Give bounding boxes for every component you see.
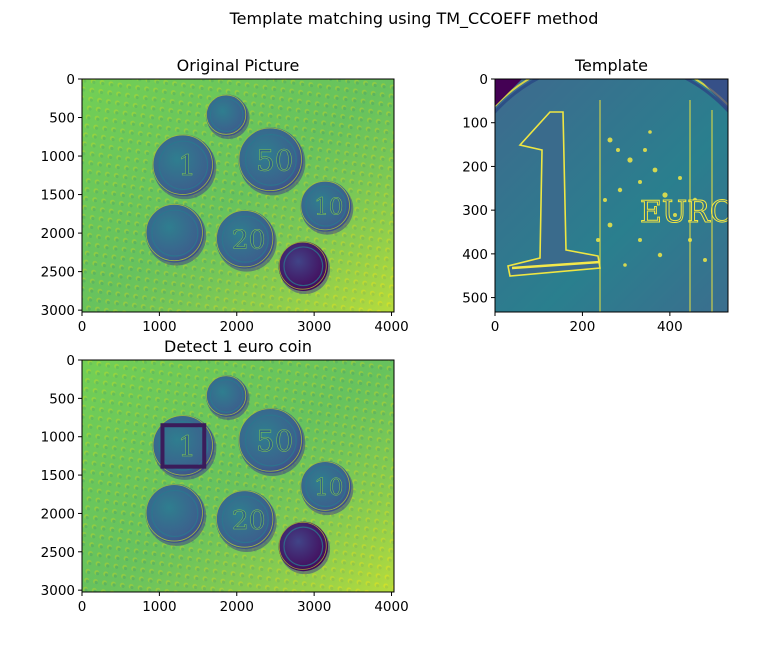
coin-label: 50 (256, 143, 293, 177)
axes-title: Template (574, 56, 648, 75)
axes-template: Template EURO (462, 56, 734, 335)
coin (205, 94, 250, 140)
coin: 50 (238, 408, 306, 477)
coin: 10 (300, 461, 354, 516)
x-tick-label: 4000 (374, 599, 408, 615)
coin (205, 375, 250, 420)
x-tick-label: 2000 (220, 319, 254, 335)
y-tick-label: 200 (462, 159, 488, 175)
svg-text:EURO: EURO (640, 195, 734, 230)
x-tick-label: 2000 (220, 599, 254, 615)
coin (145, 203, 207, 266)
x-tick-label: 1000 (142, 319, 176, 335)
axes-title: Original Picture (177, 56, 300, 75)
image-template: EURO (495, 79, 734, 312)
y-tick-label: 2000 (41, 226, 75, 242)
y-tick-label: 500 (49, 111, 75, 127)
coin-label: 1 (178, 430, 196, 463)
y-tick-label: 2500 (41, 265, 75, 281)
y-tick-label: 400 (462, 247, 488, 263)
y-tick-label: 0 (66, 353, 75, 369)
coin-label: 1 (178, 149, 196, 182)
x-tick-label: 1000 (142, 599, 176, 615)
y-tick-label: 0 (66, 72, 75, 88)
coin (278, 241, 331, 294)
figure-title: Template matching using TM_CCOEFF method (229, 9, 599, 29)
y-tick-label: 2000 (41, 506, 75, 522)
coin: 50 (238, 127, 306, 196)
coin-label: 10 (314, 475, 343, 501)
axes-original-picture: Original Picture 1 50 10 20 0 1000 2000 3000 40… (41, 56, 409, 335)
coin: 20 (215, 209, 277, 272)
y-tick-label: 500 (462, 291, 488, 307)
y-tick-label: 300 (462, 203, 488, 219)
x-tick-label: 200 (570, 319, 596, 335)
coin (145, 484, 207, 546)
y-tick-label: 1500 (41, 468, 75, 484)
coin: 1 (152, 414, 217, 480)
coin: 10 (300, 180, 354, 235)
y-tick-label: 3000 (41, 583, 75, 599)
coin-label: 20 (232, 225, 266, 256)
x-tick-label: 400 (657, 319, 683, 335)
y-tick-label: 0 (479, 72, 488, 88)
coin-label: 10 (314, 194, 343, 220)
y-tick-label: 1500 (41, 188, 75, 204)
detection-box (160, 423, 207, 469)
axes-title: Detect 1 euro coin (164, 337, 312, 356)
x-tick-label: 0 (78, 319, 87, 335)
y-tick-label: 2500 (41, 545, 75, 561)
x-tick-label: 3000 (297, 319, 331, 335)
y-tick-label: 500 (49, 391, 75, 407)
x-tick-label: 4000 (374, 319, 408, 335)
coin: 1 (152, 134, 217, 200)
axes-detect-coin: Detect 1 euro coin 1 50 10 20 0 1000 2000 3000… (41, 337, 409, 615)
coin: 20 (215, 490, 277, 552)
x-tick-label: 0 (78, 599, 87, 615)
coin-label: 20 (232, 505, 266, 536)
y-tick-label: 1000 (41, 430, 75, 446)
image-detect-coin: 1 50 10 20 (82, 360, 394, 592)
coin-label: 50 (256, 424, 293, 458)
x-tick-label: 0 (491, 319, 500, 335)
coin (278, 521, 331, 575)
x-tick-label: 3000 (297, 599, 331, 615)
y-tick-label: 1000 (41, 149, 75, 165)
y-tick-label: 3000 (41, 303, 75, 319)
y-tick-label: 100 (462, 116, 488, 132)
image-original-picture: 1 50 10 20 (82, 79, 394, 312)
